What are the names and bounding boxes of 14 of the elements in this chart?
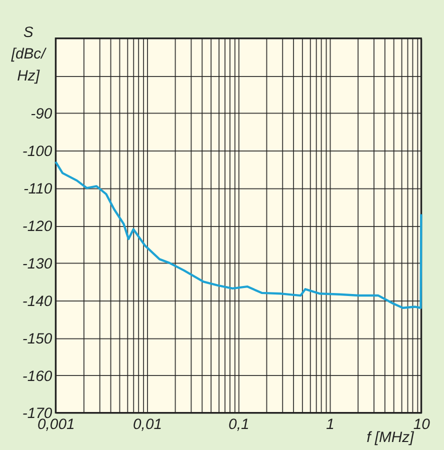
x-tick-label: 0,01 bbox=[133, 417, 162, 434]
y-tick-label: -90 bbox=[30, 106, 53, 123]
y-tick-label: -110 bbox=[23, 182, 53, 198]
y-tick-label: -120 bbox=[22, 218, 53, 235]
y-tick-label: -100 bbox=[22, 144, 53, 160]
x-tick-label: 1 bbox=[326, 417, 334, 434]
x-tick-label: 0,1 bbox=[228, 417, 250, 434]
x-tick-label: 10 bbox=[413, 417, 431, 434]
y-axis-title: S [dBc/Hz] bbox=[10, 24, 48, 84]
y-tick-label: -140 bbox=[22, 294, 53, 310]
y-tick-label: -150 bbox=[22, 331, 53, 348]
y-tick-label: -130 bbox=[22, 256, 53, 272]
y-tick-label: -160 bbox=[22, 368, 53, 385]
x-axis-title: f [MHz] bbox=[366, 430, 415, 446]
